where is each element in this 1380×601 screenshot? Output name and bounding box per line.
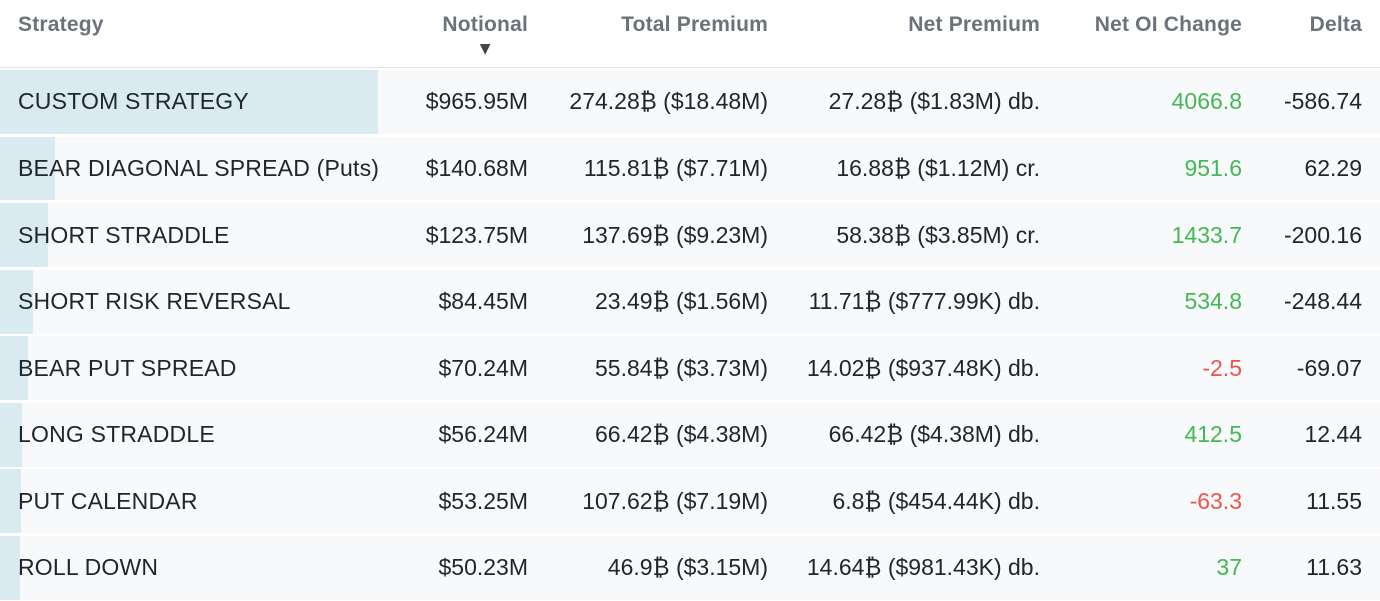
notional-bar <box>0 70 378 134</box>
cell-total-premium: 137.69₿ ($9.23M) <box>582 221 768 248</box>
cell-net-premium: 6.8₿ ($454.44K) db. <box>832 487 1040 514</box>
cell-net-premium: 66.42₿ ($4.38M) db. <box>828 421 1040 448</box>
cell-delta: -586.74 <box>1283 88 1362 115</box>
cell-net-oi-change: 1433.7 <box>1171 221 1242 248</box>
column-header-label-wrap: Strategy <box>18 13 104 37</box>
column-header-label-wrap: Delta <box>1310 13 1362 37</box>
cell-strategy: LONG STRADDLE <box>18 421 215 448</box>
column-header-label-wrap: Notional ▼ <box>442 13 528 56</box>
cell-strategy: ROLL DOWN <box>18 554 159 581</box>
column-header-label-wrap: Net Premium <box>908 13 1040 37</box>
table-row[interactable]: LONG STRADDLE $56.24M 66.42₿ ($4.38M) 66.42… <box>0 402 1380 467</box>
table-row[interactable]: CUSTOM STRATEGY $965.95M 274.28₿ ($18.48M)… <box>0 70 1380 134</box>
notional-bar <box>0 269 33 334</box>
column-header-notional[interactable]: Notional ▼ <box>378 13 528 56</box>
notional-bar <box>0 336 28 401</box>
cell-net-premium: 14.02₿ ($937.48K) db. <box>806 354 1040 381</box>
cell-notional: $123.75M <box>425 221 528 248</box>
cell-notional: $53.25M <box>438 487 528 514</box>
column-header-label: Net OI Change <box>1094 13 1242 36</box>
cell-strategy: SHORT STRADDLE <box>18 221 230 248</box>
notional-bar <box>0 536 20 600</box>
cell-total-premium: 115.81₿ ($7.71M) <box>583 155 768 182</box>
cell-strategy: PUT CALENDAR <box>18 487 198 514</box>
cell-strategy: BEAR DIAGONAL SPREAD (Puts) <box>18 155 380 182</box>
cell-net-oi-change: 37 <box>1216 554 1242 581</box>
column-header-label: Notional <box>442 13 528 36</box>
column-header-label-wrap: Net OI Change <box>1095 13 1242 37</box>
column-header-label: Total Premium <box>621 13 768 36</box>
cell-delta: 62.29 <box>1304 155 1362 182</box>
column-header-label-wrap: Total Premium <box>621 13 768 37</box>
cell-total-premium: 55.84₿ ($3.73M) <box>594 354 768 381</box>
column-header-label: Strategy <box>18 13 104 36</box>
cell-notional: $56.24M <box>438 421 528 448</box>
cell-net-oi-change: -2.5 <box>1202 354 1242 381</box>
table-row[interactable]: SHORT RISK REVERSAL $84.45M 23.49₿ ($1.56M… <box>0 269 1380 334</box>
cell-net-oi-change: 951.6 <box>1184 155 1242 182</box>
cell-total-premium: 107.62₿ ($7.19M) <box>582 487 768 514</box>
notional-bar <box>0 203 49 268</box>
column-header-net-oi-change[interactable]: Net OI Change <box>1040 13 1242 37</box>
cell-strategy: SHORT RISK REVERSAL <box>18 288 291 315</box>
cell-net-premium: 11.71₿ ($777.99K) db. <box>808 288 1040 315</box>
cell-notional: $965.95M <box>425 88 528 115</box>
cell-notional: $140.68M <box>425 155 528 182</box>
cell-total-premium: 274.28₿ ($18.48M) <box>569 88 768 115</box>
cell-total-premium: 23.49₿ ($1.56M) <box>594 288 768 315</box>
cell-net-premium: 27.28₿ ($1.83M) db. <box>828 88 1040 115</box>
cell-delta: -248.44 <box>1283 288 1362 315</box>
cell-net-premium: 58.38₿ ($3.85M) cr. <box>836 221 1040 248</box>
cell-strategy: BEAR PUT SPREAD <box>18 354 237 381</box>
table-row[interactable]: SHORT STRADDLE $123.75M 137.69₿ ($9.23M) 58… <box>0 203 1380 268</box>
cell-notional: $70.24M <box>438 354 528 381</box>
column-header-strategy[interactable]: Strategy <box>0 13 378 37</box>
table-row[interactable]: PUT CALENDAR $53.25M 107.62₿ ($7.19M) 6.8₿ … <box>0 469 1380 534</box>
notional-bar <box>0 136 56 201</box>
notional-bar <box>0 469 21 534</box>
cell-delta: -200.16 <box>1283 221 1362 248</box>
cell-delta: 11.55 <box>1306 487 1362 514</box>
cell-notional: $50.23M <box>438 554 528 581</box>
cell-total-premium: 66.42₿ ($4.38M) <box>594 421 768 448</box>
column-header-net-premium[interactable]: Net Premium <box>768 13 1040 37</box>
cell-net-oi-change: 534.8 <box>1184 288 1242 315</box>
table-row[interactable]: BEAR PUT SPREAD $70.24M 55.84₿ ($3.73M) 14.… <box>0 336 1380 401</box>
cell-net-premium: 14.64₿ ($981.43K) db. <box>806 554 1040 581</box>
notional-bar <box>0 402 22 467</box>
column-header-label: Delta <box>1309 13 1362 36</box>
cell-net-oi-change: 4066.8 <box>1171 88 1242 115</box>
cell-total-premium: 46.9₿ ($3.15M) <box>607 554 768 581</box>
column-header-delta[interactable]: Delta <box>1242 13 1362 37</box>
column-header-label: Net Premium <box>908 13 1040 36</box>
column-header-total-premium[interactable]: Total Premium <box>528 13 768 37</box>
cell-delta: 11.63 <box>1306 554 1362 581</box>
sort-desc-icon: ▼ <box>479 41 491 58</box>
table-header-row: Strategy Notional ▼ Total Premium Net Premiu… <box>0 0 1380 68</box>
cell-net-oi-change: -63.3 <box>1189 487 1242 514</box>
cell-strategy: CUSTOM STRATEGY <box>18 88 249 115</box>
table-body: CUSTOM STRATEGY $965.95M 274.28₿ ($18.48M)… <box>0 68 1380 600</box>
cell-net-oi-change: 412.5 <box>1184 421 1242 448</box>
cell-delta: -69.07 <box>1296 354 1362 381</box>
table-row[interactable]: BEAR DIAGONAL SPREAD (Puts) $140.68M 115.8… <box>0 136 1380 201</box>
cell-delta: 12.44 <box>1304 421 1362 448</box>
cell-notional: $84.45M <box>438 288 528 315</box>
table-row[interactable]: ROLL DOWN $50.23M 46.9₿ ($3.15M) 14.64₿ ($9… <box>0 536 1380 600</box>
cell-net-premium: 16.88₿ ($1.12M) cr. <box>836 155 1040 182</box>
